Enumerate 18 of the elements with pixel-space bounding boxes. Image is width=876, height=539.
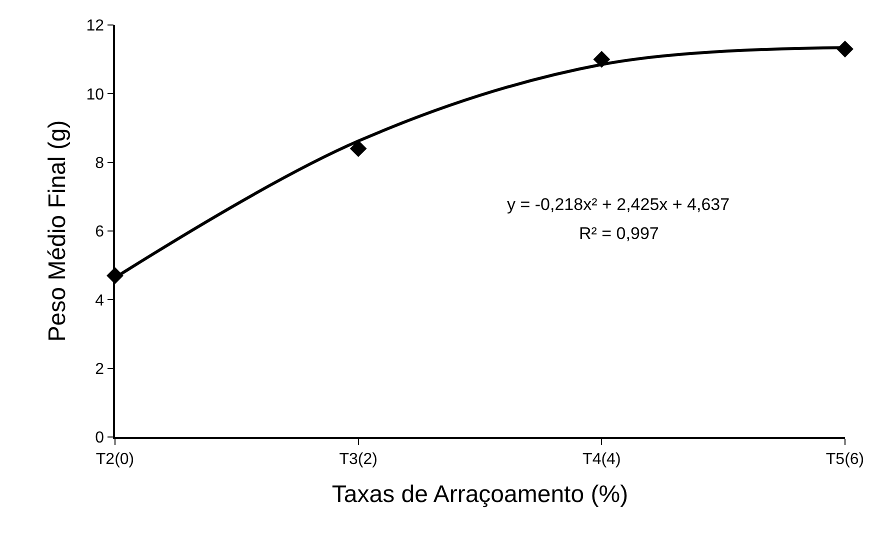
y-tick-label: 10 — [86, 86, 104, 104]
y-tick-label: 2 — [95, 360, 104, 378]
annotation: y = -0,218x² + 2,425x + 4,637 — [507, 195, 730, 214]
y-tick-label: 0 — [95, 430, 104, 447]
point — [593, 50, 610, 68]
x-tick-label: T3(2) — [339, 450, 378, 468]
y-axis-title: Peso Médio Final (g) — [44, 120, 71, 342]
x-tick-label: T2(0) — [96, 450, 134, 468]
y-tick-label: 6 — [95, 224, 104, 241]
y-tick-label: 4 — [95, 292, 104, 310]
annotation: R² = 0,997 — [579, 224, 659, 243]
y-tick-label: 8 — [95, 154, 104, 172]
point — [350, 140, 367, 158]
x-tick-label: T5(6) — [826, 450, 864, 468]
point — [836, 40, 854, 58]
x-axis-title: Taxas de Arraçoamento (%) — [332, 480, 628, 508]
y-tick-label: 12 — [86, 18, 104, 35]
x-tick-label: T4(4) — [582, 450, 621, 468]
